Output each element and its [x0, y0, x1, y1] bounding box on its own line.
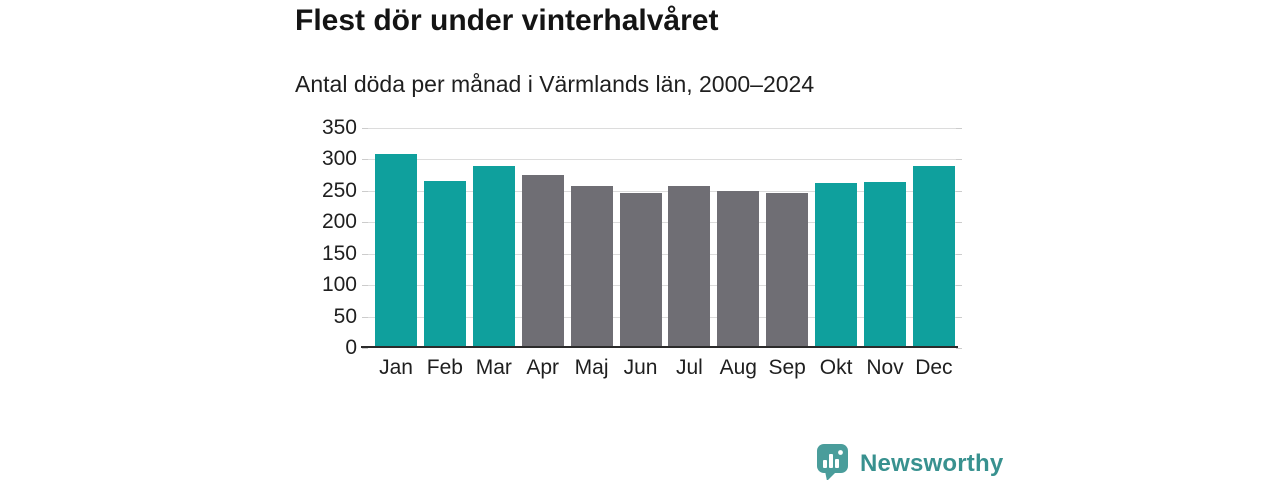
x-tick-label-feb: Feb	[426, 356, 463, 379]
axis-tick-left-300	[362, 159, 368, 161]
x-tick-label-nov: Nov	[866, 356, 904, 379]
plot-area	[362, 128, 962, 349]
gridline-250	[368, 190, 956, 192]
bar-jun	[619, 192, 662, 348]
axis-tick-right-0	[956, 348, 962, 349]
y-tick-label-250: 250	[321, 178, 357, 202]
y-tick-label-0: 0	[345, 336, 357, 359]
bar-apr	[521, 175, 564, 348]
gridline-100	[368, 285, 956, 287]
gridline-200	[368, 222, 956, 224]
axis-tick-left-100	[362, 285, 368, 287]
x-tick-label-jan: Jan	[379, 356, 413, 379]
x-tick-label-sep: Sep	[768, 356, 806, 379]
gridline-350	[368, 128, 956, 129]
newsworthy-logo-icon	[812, 441, 852, 480]
y-tick-label-100: 100	[321, 273, 357, 297]
bar-okt	[815, 183, 858, 348]
x-tick-label-apr: Apr	[526, 356, 560, 379]
gridline-300	[368, 159, 956, 161]
axis-tick-right-50	[956, 316, 962, 318]
gridline-150	[368, 253, 956, 255]
axis-tick-left-350	[362, 128, 368, 129]
bar-dec	[912, 166, 955, 348]
x-axis-line	[361, 346, 958, 348]
bar-nov	[864, 182, 906, 348]
x-tick-label-jul: Jul	[675, 356, 703, 379]
newsworthy-brand: Newsworthy	[812, 441, 1003, 480]
bar-jan	[375, 154, 417, 348]
bar-feb	[423, 180, 466, 348]
axis-tick-right-350	[956, 128, 962, 129]
axis-tick-left-250	[362, 190, 368, 192]
gridline-50	[368, 316, 956, 318]
chart-title: Flest dör under vinterhalvåret	[295, 4, 719, 37]
bar-jul	[668, 185, 711, 348]
axis-tick-right-250	[956, 190, 962, 192]
axis-tick-right-100	[956, 285, 962, 287]
axis-tick-left-0	[362, 348, 368, 349]
bar-aug	[717, 190, 760, 348]
bar-mar	[472, 165, 515, 348]
axis-tick-right-150	[956, 253, 962, 255]
newsworthy-wordmark: Newsworthy	[860, 449, 1004, 477]
x-tick-label-aug: Aug	[719, 356, 757, 379]
bar-maj	[570, 185, 613, 348]
y-tick-label-150: 150	[321, 241, 357, 265]
bar-sep	[766, 193, 809, 348]
x-tick-label-mar: Mar	[475, 356, 512, 379]
y-tick-label-300: 300	[321, 147, 357, 171]
x-tick-label-maj: Maj	[574, 356, 609, 379]
x-tick-label-okt: Okt	[819, 356, 853, 379]
axis-tick-left-150	[362, 253, 368, 255]
x-tick-label-dec: Dec	[915, 356, 953, 379]
chart-subtitle: Antal döda per månad i Värmlands län, 20…	[295, 71, 815, 97]
axis-tick-right-300	[956, 159, 962, 161]
axis-tick-left-50	[362, 316, 368, 318]
axis-tick-right-200	[956, 222, 962, 224]
y-tick-label-350: 350	[321, 116, 357, 139]
axis-tick-left-200	[362, 222, 368, 224]
y-tick-label-200: 200	[321, 210, 357, 234]
x-tick-label-jun: Jun	[623, 356, 658, 379]
y-tick-label-50: 50	[333, 304, 357, 328]
